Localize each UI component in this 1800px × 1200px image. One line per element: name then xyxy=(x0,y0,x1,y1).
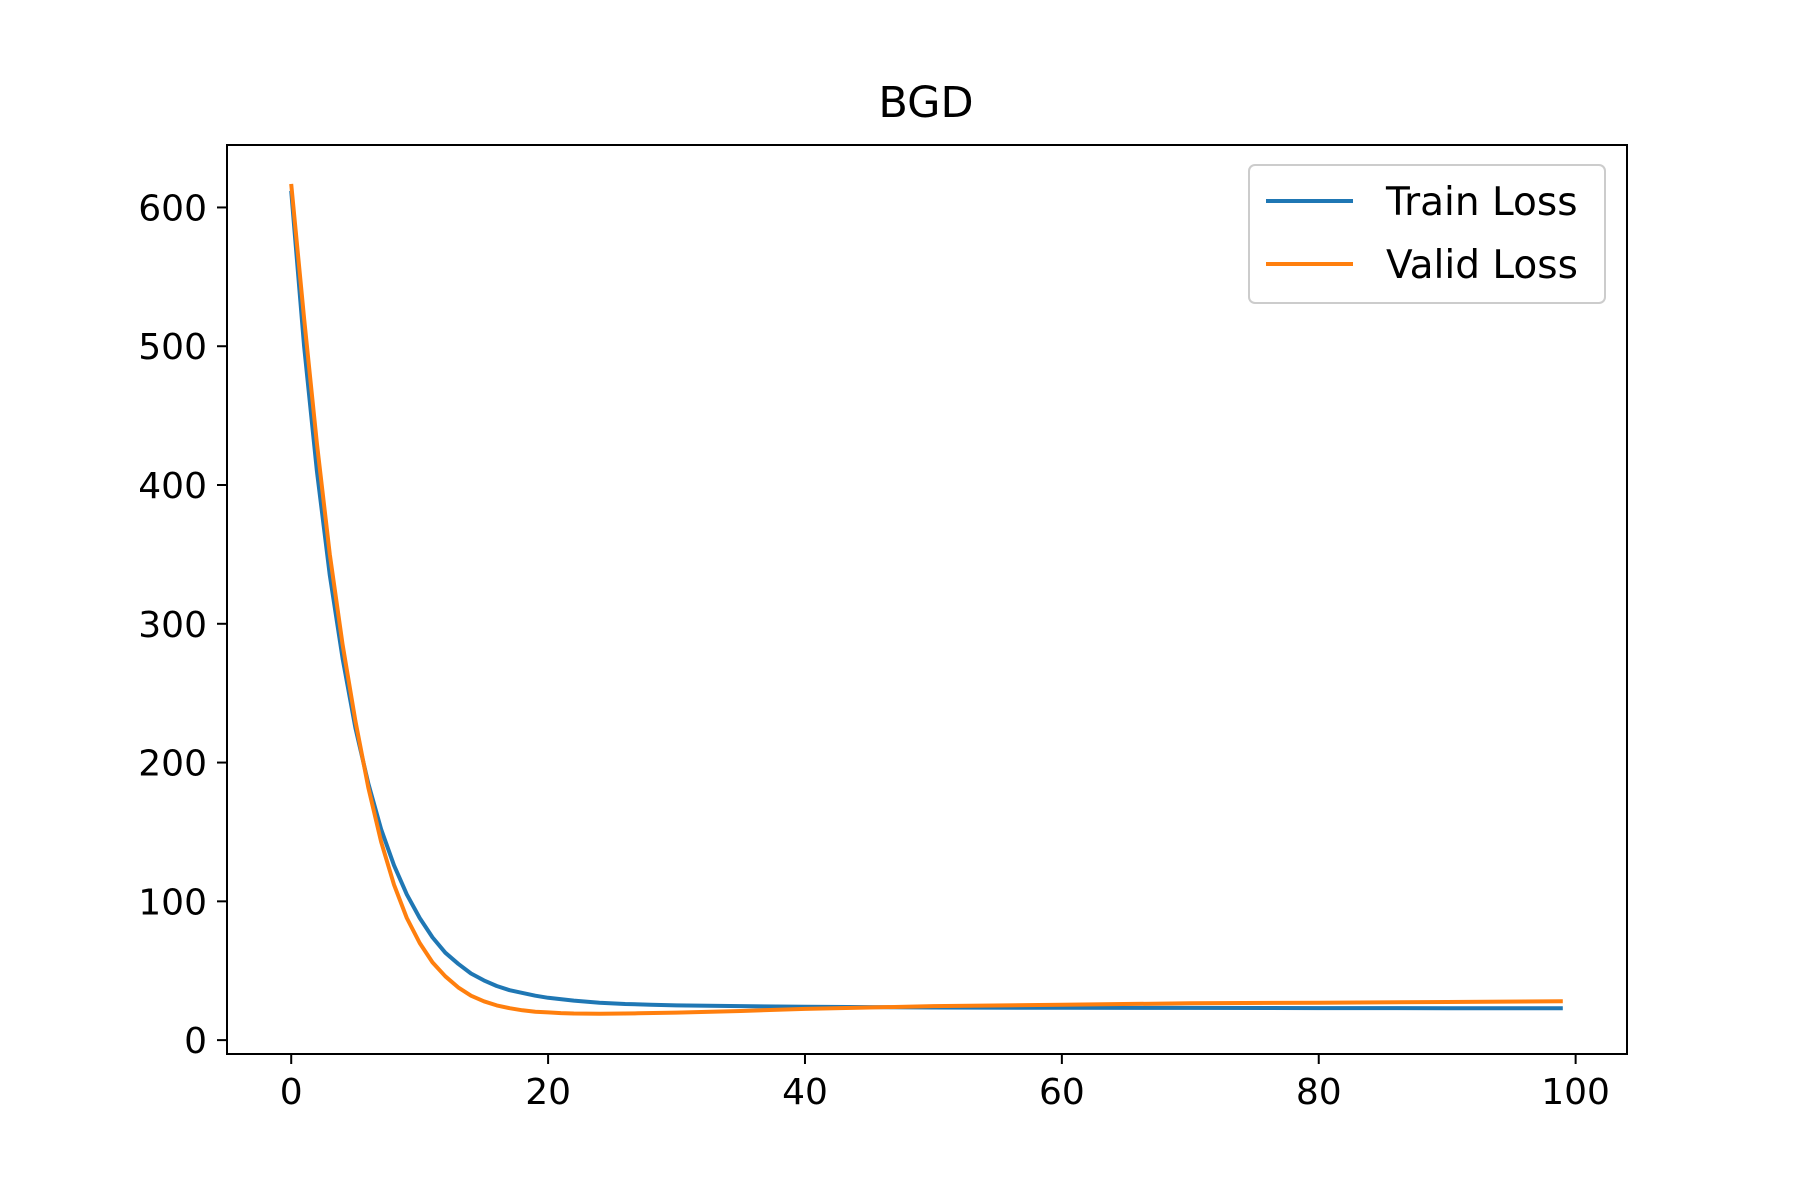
x-tick-label: 100 xyxy=(1541,1072,1610,1113)
y-tick-label: 600 xyxy=(138,188,207,229)
x-tick-label: 20 xyxy=(525,1072,571,1113)
y-tick-label: 200 xyxy=(138,744,207,785)
y-tick-label: 100 xyxy=(138,882,207,923)
x-tick-label: 60 xyxy=(1039,1072,1085,1113)
y-tick-label: 300 xyxy=(138,605,207,646)
y-tick-label: 0 xyxy=(184,1021,207,1062)
x-tick-label: 0 xyxy=(280,1072,303,1113)
x-tick-label: 40 xyxy=(782,1072,828,1113)
series-line-1 xyxy=(289,183,1563,1016)
series-layer xyxy=(289,183,1563,1016)
legend: Train Loss Valid Loss xyxy=(1248,164,1606,304)
x-axis: 0 20 40 60 80 100 xyxy=(280,1054,1610,1113)
y-axis: 0 100 200 300 400 500 600 xyxy=(138,188,227,1062)
y-tick-label: 400 xyxy=(138,466,207,507)
y-tick-label: 500 xyxy=(138,327,207,368)
plot-frame xyxy=(226,144,1628,1055)
legend-items: Train Loss Valid Loss xyxy=(1266,180,1578,288)
legend-label-1: Valid Loss xyxy=(1386,243,1578,288)
legend-label-0: Train Loss xyxy=(1385,180,1578,225)
x-tick-label: 80 xyxy=(1296,1072,1342,1113)
chart-title: BGD xyxy=(878,78,973,128)
